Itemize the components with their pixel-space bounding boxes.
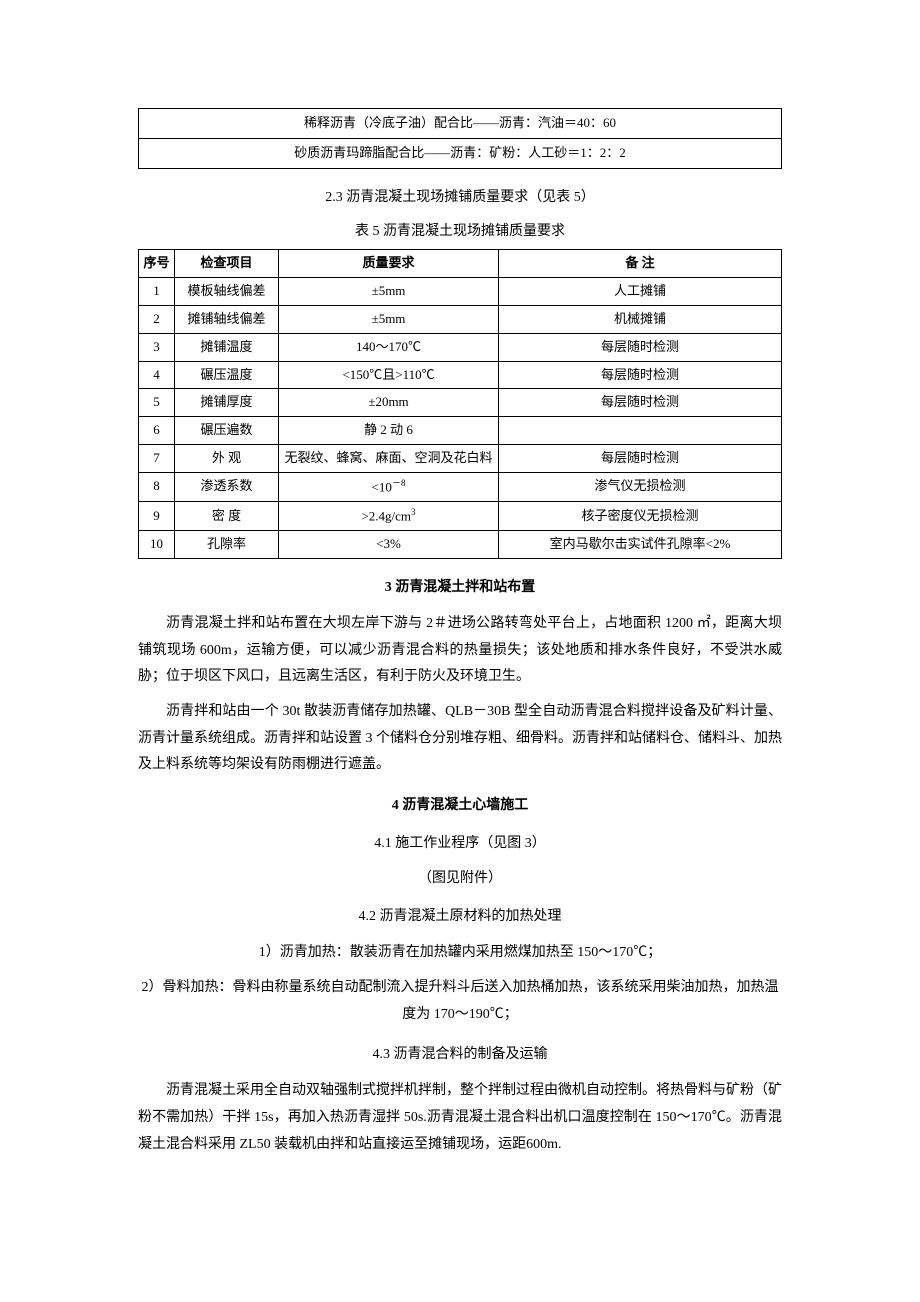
cell-seq: 1 (139, 278, 175, 306)
cell-req: ±20mm (279, 389, 499, 417)
cell-req: ±5mm (279, 305, 499, 333)
table-row: 8渗透系数<10－8渗气仪无损检测 (139, 472, 782, 501)
cell-item: 碾压温度 (175, 361, 279, 389)
table-row: 9密 度>2.4g/cm3核子密度仪无损检测 (139, 501, 782, 530)
quality-table-5: 序号 检查项目 质量要求 备 注 1模板轴线偏差±5mm人工摊铺2摊铺轴线偏差±… (138, 249, 782, 558)
cell-remark: 室内马歇尔击实试件孔隙率<2% (499, 531, 782, 559)
section-3-para-2: 沥青拌和站由一个 30t 散装沥青储存加热罐、QLB－30B 型全自动沥青混合料… (138, 699, 782, 779)
cell-seq: 7 (139, 444, 175, 472)
cell-req: 无裂纹、蜂窝、麻面、空洞及花白料 (279, 444, 499, 472)
cell-req: <150℃且>110℃ (279, 361, 499, 389)
cell-remark: 每层随时检测 (499, 333, 782, 361)
cell-item: 碾压遍数 (175, 417, 279, 445)
cell-req: <3% (279, 531, 499, 559)
section-4-1-title: 4.1 施工作业程序（见图 3） (138, 833, 782, 855)
cell-remark: 每层随时检测 (499, 361, 782, 389)
section-4-2-item-2: 2）骨料加热：骨料由称量系统自动配制流入提升料斗后送入加热桶加热，该系统采用柴油… (138, 975, 782, 1028)
table-row: 5摊铺厚度±20mm每层随时检测 (139, 389, 782, 417)
ratio-row-2: 砂质沥青玛蹄脂配合比——沥青：矿粉：人工砂＝1：2：2 (139, 138, 782, 168)
section-2-3-title: 2.3 沥青混凝土现场摊铺质量要求（见表 5） (138, 187, 782, 209)
cell-seq: 9 (139, 501, 175, 530)
cell-remark: 机械摊铺 (499, 305, 782, 333)
table-row: 10孔隙率<3%室内马歇尔击实试件孔隙率<2% (139, 531, 782, 559)
cell-seq: 2 (139, 305, 175, 333)
table-row: 3摊铺温度140～170℃每层随时检测 (139, 333, 782, 361)
cell-remark (499, 417, 782, 445)
cell-item: 外 观 (175, 444, 279, 472)
th-seq: 序号 (139, 250, 175, 278)
th-item: 检查项目 (175, 250, 279, 278)
section-4-2-item-1: 1）沥青加热：散装沥青在加热罐内采用燃煤加热至 150～170℃； (138, 940, 782, 967)
table-row: 2摊铺轴线偏差±5mm机械摊铺 (139, 305, 782, 333)
cell-remark: 人工摊铺 (499, 278, 782, 306)
table-row: 砂质沥青玛蹄脂配合比——沥青：矿粉：人工砂＝1：2：2 (139, 138, 782, 168)
cell-item: 孔隙率 (175, 531, 279, 559)
ratio-table: 稀释沥青（冷底子油）配合比——沥青：汽油＝40：60 砂质沥青玛蹄脂配合比——沥… (138, 108, 782, 169)
table-row: 1模板轴线偏差±5mm人工摊铺 (139, 278, 782, 306)
cell-remark: 核子密度仪无损检测 (499, 501, 782, 530)
cell-req: <10－8 (279, 472, 499, 501)
cell-seq: 3 (139, 333, 175, 361)
table-header-row: 序号 检查项目 质量要求 备 注 (139, 250, 782, 278)
cell-remark: 渗气仪无损检测 (499, 472, 782, 501)
table-row: 稀释沥青（冷底子油）配合比——沥青：汽油＝40：60 (139, 109, 782, 139)
cell-req: >2.4g/cm3 (279, 501, 499, 530)
cell-item: 密 度 (175, 501, 279, 530)
cell-item: 摊铺温度 (175, 333, 279, 361)
cell-seq: 10 (139, 531, 175, 559)
ratio-row-1: 稀释沥青（冷底子油）配合比——沥青：汽油＝40：60 (139, 109, 782, 139)
cell-item: 摊铺轴线偏差 (175, 305, 279, 333)
table-row: 6碾压遍数静 2 动 6 (139, 417, 782, 445)
table-row: 7外 观无裂纹、蜂窝、麻面、空洞及花白料每层随时检测 (139, 444, 782, 472)
cell-seq: 4 (139, 361, 175, 389)
cell-req: ±5mm (279, 278, 499, 306)
section-4-3-title: 4.3 沥青混合料的制备及运输 (138, 1044, 782, 1066)
cell-remark: 每层随时检测 (499, 389, 782, 417)
th-req: 质量要求 (279, 250, 499, 278)
cell-item: 渗透系数 (175, 472, 279, 501)
section-3-para-1: 沥青混凝土拌和站布置在大坝左岸下游与 2＃进场公路转弯处平台上，占地面积 120… (138, 611, 782, 691)
cell-item: 模板轴线偏差 (175, 278, 279, 306)
section-4-title: 4 沥青混凝土心墙施工 (138, 795, 782, 817)
section-4-2-title: 4.2 沥青混凝土原材料的加热处理 (138, 906, 782, 928)
table-5-caption: 表 5 沥青混凝土现场摊铺质量要求 (138, 221, 782, 243)
section-3-title: 3 沥青混凝土拌和站布置 (138, 577, 782, 599)
cell-seq: 8 (139, 472, 175, 501)
cell-remark: 每层随时检测 (499, 444, 782, 472)
cell-seq: 6 (139, 417, 175, 445)
cell-req: 140～170℃ (279, 333, 499, 361)
th-remark: 备 注 (499, 250, 782, 278)
section-4-1-aux: （图见附件） (138, 868, 782, 890)
cell-item: 摊铺厚度 (175, 389, 279, 417)
section-4-3-para-1: 沥青混凝土采用全自动双轴强制式搅拌机拌制，整个拌制过程由微机自动控制。将热骨料与… (138, 1078, 782, 1158)
cell-seq: 5 (139, 389, 175, 417)
table-row: 4碾压温度<150℃且>110℃每层随时检测 (139, 361, 782, 389)
cell-req: 静 2 动 6 (279, 417, 499, 445)
